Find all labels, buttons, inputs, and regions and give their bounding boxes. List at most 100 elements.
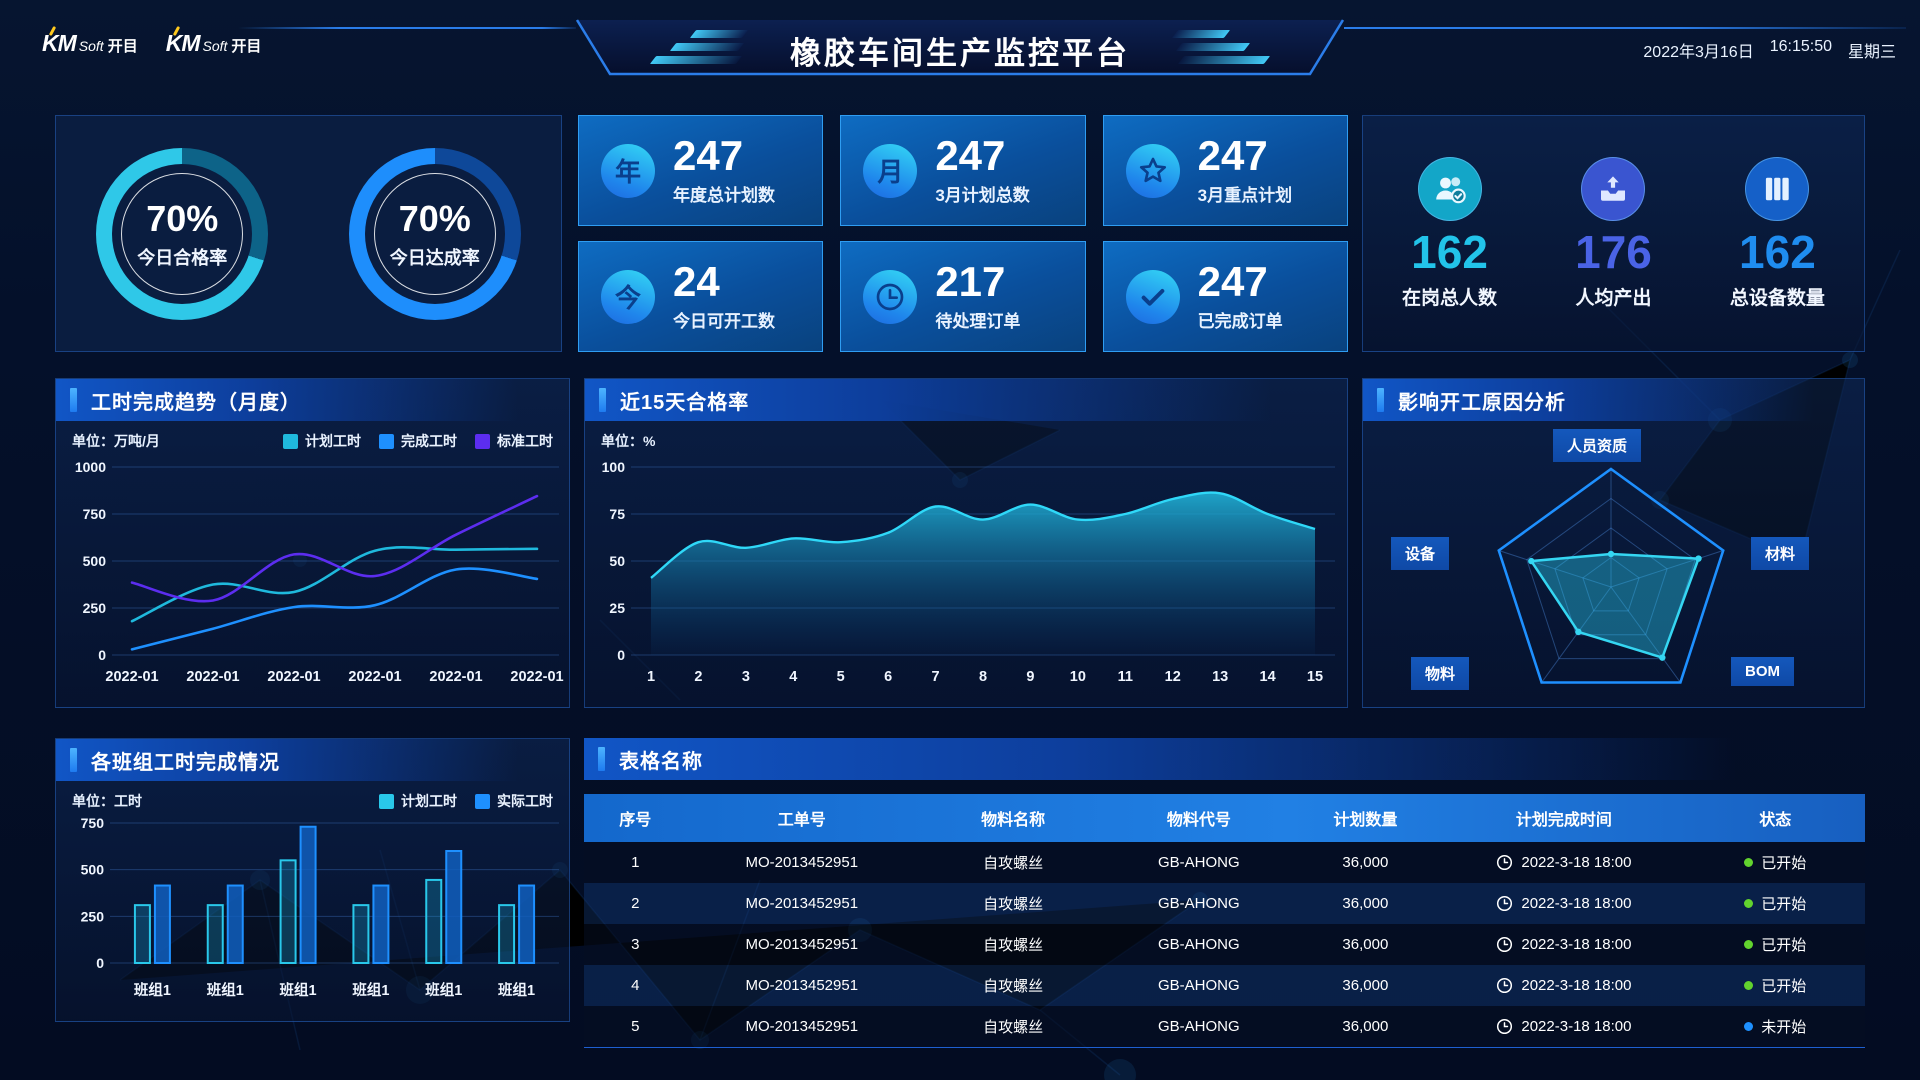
time-label: 16:15:50 xyxy=(1769,38,1832,55)
cell-qty: 36,000 xyxy=(1342,895,1389,912)
svg-text:14: 14 xyxy=(1260,669,1276,685)
svg-text:8: 8 xyxy=(979,669,987,685)
radar-chart xyxy=(1497,467,1725,684)
svg-text:2: 2 xyxy=(694,669,702,685)
stat-value: 24 xyxy=(673,258,720,306)
table-row: 1 MO-2013452951 自攻螺丝 GB-AHONG 36,000 202… xyxy=(584,842,1865,883)
radar-label: 设备 xyxy=(1391,537,1450,570)
svg-text:2022-01: 2022-01 xyxy=(510,669,563,685)
kpi-label: 总设备数量 xyxy=(1729,288,1825,309)
section-title: 各班组工时完成情况 xyxy=(91,751,280,774)
radar-panel: 影响开工原因分析 人员资质 材料 BOM 物料 设备 xyxy=(1362,378,1865,708)
cell-no: 2 xyxy=(631,895,640,912)
cell-time: 2022-3-18 18:00 xyxy=(1442,1018,1685,1035)
gauge-label: 今日合格率 xyxy=(137,247,228,268)
logo-row: KM Soft 开目 KM Soft 开目 xyxy=(42,25,261,57)
title-banner-shape xyxy=(575,19,1345,76)
section-title: 表格名称 xyxy=(619,750,703,773)
column-header: 物料名称 xyxy=(981,812,1046,829)
svg-text:7: 7 xyxy=(932,669,940,685)
cell-order: MO-2013452951 xyxy=(745,1018,859,1035)
stat-label: 3月重点计划 xyxy=(1197,185,1293,205)
kpi-value: 162 xyxy=(1739,226,1816,278)
section-header: 表格名称 xyxy=(584,738,1865,780)
cell-material: 自攻螺丝 xyxy=(983,1019,1044,1036)
svg-text:班组1: 班组1 xyxy=(207,981,244,999)
star-icon xyxy=(1125,143,1180,198)
trend-legend: 计划工时 完成工时 标准工时 xyxy=(283,431,553,451)
section-header: 各班组工时完成情况 xyxy=(56,739,569,781)
legend-item[interactable]: 标准工时 xyxy=(475,431,553,451)
svg-text:2022-01: 2022-01 xyxy=(348,669,401,685)
cell-order: MO-2013452951 xyxy=(745,977,859,994)
section-header: 近15天合格率 xyxy=(585,379,1347,421)
logo-mark: KM xyxy=(165,30,201,56)
cell-status: 未开始 xyxy=(1686,1016,1865,1037)
legend-item[interactable]: 计划工时 xyxy=(283,431,361,451)
svg-text:100: 100 xyxy=(602,459,626,475)
gauge-value: 70% xyxy=(398,197,471,239)
stat-cards: 年 247 年度总计划数 月 247 3月计划总数 247 3月重点计划 今 2… xyxy=(578,115,1348,352)
accent-bar-icon xyxy=(599,388,606,412)
column-header: 物料代号 xyxy=(1166,812,1231,829)
achieve-rate-gauge: 70% 今日达成率 xyxy=(348,147,521,320)
logo-soft: Soft xyxy=(78,38,104,54)
check-icon xyxy=(1125,269,1180,324)
table-row: 5 MO-2013452951 自攻螺丝 GB-AHONG 36,000 202… xyxy=(584,1006,1865,1047)
svg-text:25: 25 xyxy=(609,600,625,616)
km-soft-logo: KM Soft 开目 xyxy=(165,25,261,57)
legend-item[interactable]: 计划工时 xyxy=(379,791,457,811)
cell-status: 已开始 xyxy=(1686,975,1865,996)
svg-text:班组1: 班组1 xyxy=(280,981,317,999)
stat-label: 今日可开工数 xyxy=(673,311,775,331)
devices-icon xyxy=(1745,157,1810,221)
cell-code: GB-AHONG xyxy=(1158,895,1240,912)
teams-legend: 计划工时 实际工时 xyxy=(379,791,553,811)
legend-swatch-icon xyxy=(475,433,490,449)
page-title: 橡胶车间生产监控平台 xyxy=(790,36,1130,71)
column-header: 计划数量 xyxy=(1333,812,1398,829)
section-header: 影响开工原因分析 xyxy=(1363,379,1864,421)
gauge-inner-ring xyxy=(121,172,244,295)
svg-text:11: 11 xyxy=(1118,669,1133,685)
teams-bar-chart: 0 250 500 750 班组1 班组1 班组1 班组1 班组1 班组1 xyxy=(81,815,559,999)
clock-icon xyxy=(863,269,918,324)
status-dot-icon xyxy=(1744,1022,1754,1031)
weekday-label: 星期三 xyxy=(1847,44,1896,61)
cell-code: GB-AHONG xyxy=(1158,936,1240,953)
cell-time: 2022-3-18 18:00 xyxy=(1442,895,1685,912)
legend-item[interactable]: 实际工时 xyxy=(475,791,553,811)
stat-card-completed-orders: 247 已完成订单 xyxy=(1102,241,1348,352)
gauge-label: 今日达成率 xyxy=(389,247,480,268)
stat-value: 247 xyxy=(673,132,744,180)
cell-code: GB-AHONG xyxy=(1158,977,1240,994)
cell-no: 3 xyxy=(631,936,640,953)
kpi-panel: 162 在岗总人数 176 人均产出 162 总设备数量 xyxy=(1362,115,1865,352)
cell-qty: 36,000 xyxy=(1342,977,1389,994)
column-header: 状态 xyxy=(1759,812,1792,829)
section-header: 工时完成趋势（月度） xyxy=(56,379,569,421)
header-line-left xyxy=(238,27,576,29)
svg-text:2022-01: 2022-01 xyxy=(186,669,239,685)
unit-label: 单位：% xyxy=(601,433,656,449)
clock-icon xyxy=(1497,1018,1513,1035)
table-row: 2 MO-2013452951 自攻螺丝 GB-AHONG 36,000 202… xyxy=(584,883,1865,924)
legend-swatch-icon xyxy=(283,433,298,449)
clock-icon xyxy=(1497,936,1513,953)
status-dot-icon xyxy=(1744,899,1754,908)
legend-swatch-icon xyxy=(379,793,394,809)
svg-text:2022-01: 2022-01 xyxy=(105,669,158,685)
logo-mark: KM xyxy=(42,30,77,56)
logo-cjk: 开目 xyxy=(107,38,138,55)
datetime: 2022年3月16日 16:15:50 星期三 xyxy=(1643,38,1896,62)
legend-item[interactable]: 完成工时 xyxy=(379,431,457,451)
svg-text:班组1: 班组1 xyxy=(352,981,389,999)
cell-order: MO-2013452951 xyxy=(745,854,859,871)
svg-text:5: 5 xyxy=(837,669,845,685)
cell-status: 已开始 xyxy=(1686,893,1865,914)
cell-qty: 36,000 xyxy=(1342,1018,1389,1035)
svg-text:75: 75 xyxy=(609,506,625,522)
svg-text:0: 0 xyxy=(617,647,625,663)
